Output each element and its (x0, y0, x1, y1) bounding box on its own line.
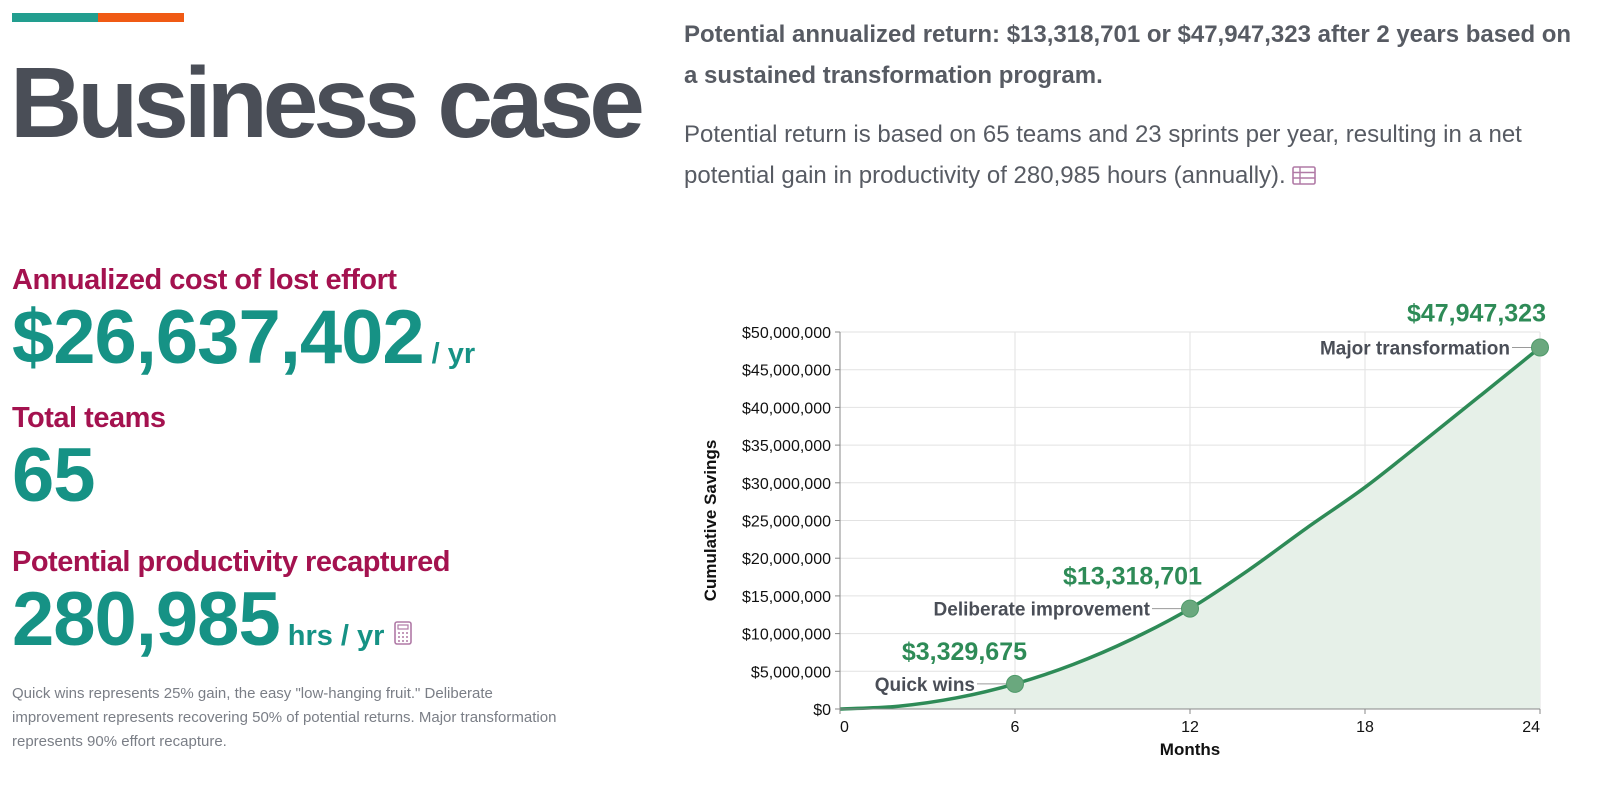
metric-cost: Annualized cost of lost effort $26,637,4… (12, 262, 652, 378)
y-tick-label: $35,000,000 (742, 438, 831, 455)
metrics-panel: Annualized cost of lost effort $26,637,4… (12, 262, 652, 754)
metric-productivity-label: Potential productivity recaptured (12, 546, 450, 578)
annotation-point (1181, 599, 1199, 618)
x-tick-label: 18 (1356, 719, 1374, 736)
metric-productivity: Potential productivity recaptured 280,98… (12, 544, 652, 660)
metric-teams-label: Total teams (12, 402, 166, 434)
y-tick-label: $20,000,000 (742, 551, 831, 568)
annotation-point (1006, 674, 1024, 693)
summary-lead: Potential annualized return: $13,318,701… (684, 21, 1572, 89)
x-tick-label: 24 (1522, 719, 1540, 736)
metric-cost-label: Annualized cost of lost effort (12, 264, 397, 296)
metric-teams: Total teams 65 (12, 400, 652, 516)
metric-cost-unit: / yr (431, 338, 476, 370)
y-tick-label: $45,000,000 (742, 363, 831, 380)
savings-line (839, 346, 1542, 711)
y-tick-label: $30,000,000 (742, 476, 831, 493)
metric-teams-row: 65 (12, 436, 652, 516)
x-axis-title: Months (1160, 740, 1220, 759)
annotation-value: $47,947,323 (1407, 299, 1546, 327)
y-tick-label: $5,000,000 (751, 664, 831, 681)
metric-productivity-row: 280,985 hrs / yr (12, 580, 652, 660)
annotation-point (1531, 338, 1549, 357)
accent-bar-teal (12, 13, 98, 22)
metric-teams-value: 65 (12, 433, 96, 518)
accent-bar-orange (98, 13, 184, 22)
x-tick-label: 12 (1181, 719, 1199, 736)
metric-productivity-unit: hrs / yr (287, 620, 385, 652)
summary-detail: Potential return is based on 65 teams an… (684, 114, 1584, 199)
annotation-name: Major transformation (1320, 338, 1510, 359)
metric-cost-row: $26,637,402 / yr (12, 298, 652, 378)
y-tick-label: $10,000,000 (742, 627, 831, 644)
savings-chart: $0 $5,000,000 $10,000,000 $15,000,000 $20,00… (701, 299, 1549, 759)
y-tick-label: $0 (813, 702, 831, 719)
x-tick-label: 0 (840, 719, 849, 736)
annotation-value: $13,318,701 (1063, 563, 1202, 591)
summary-detail-text: Potential return is based on 65 teams an… (684, 121, 1522, 189)
y-tick-label: $40,000,000 (742, 400, 831, 417)
metric-cost-value: $26,637,402 (12, 295, 425, 380)
annotation-value: $3,329,675 (902, 638, 1027, 666)
annotation-name: Deliberate improvement (934, 600, 1151, 621)
x-tick-label: 6 (1011, 719, 1020, 736)
annotation-name: Quick wins (875, 675, 975, 696)
savings-area (840, 347, 1540, 709)
page-title: Business case (10, 47, 645, 159)
metric-productivity-value: 280,985 (12, 577, 281, 662)
y-axis-title: Cumulative Savings (701, 440, 720, 602)
table-icon[interactable] (1291, 158, 1316, 199)
calculator-icon[interactable] (394, 621, 413, 650)
y-tick-label: $25,000,000 (742, 514, 831, 531)
y-tick-label: $15,000,000 (742, 589, 831, 606)
y-tick-label: $50,000,000 (742, 325, 831, 342)
accent-bar (12, 13, 184, 22)
summary: Potential annualized return: $13,318,701… (684, 14, 1584, 199)
footnote: Quick wins represents 25% gain, the easy… (12, 685, 557, 750)
